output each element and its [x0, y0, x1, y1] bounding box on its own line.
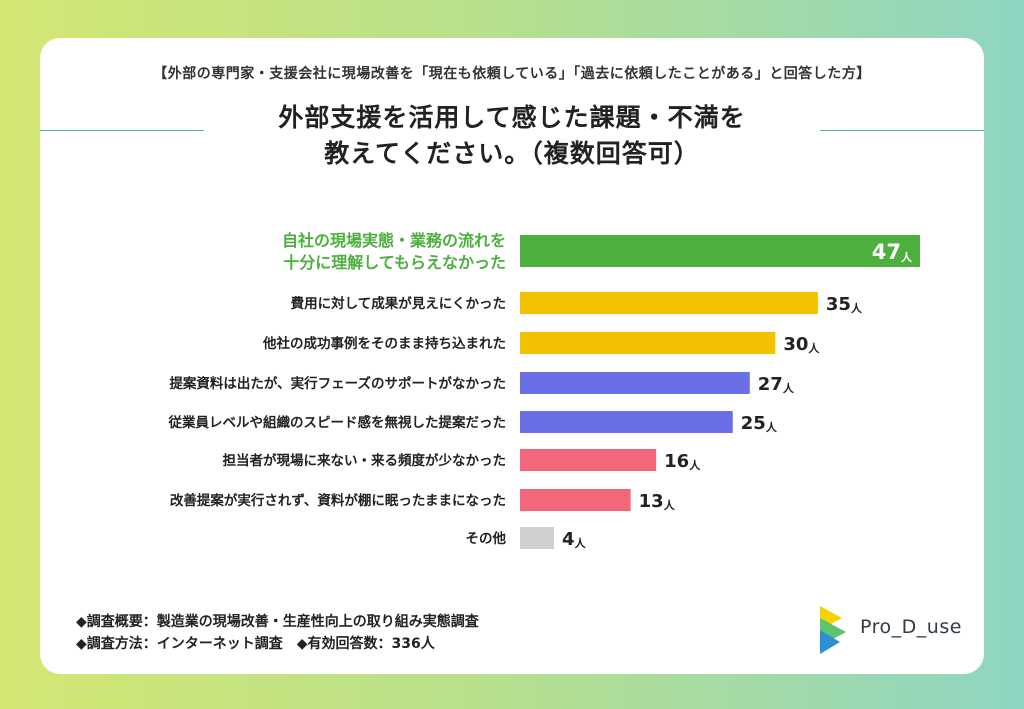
- bar-1: [520, 292, 818, 314]
- footer-line-1: ◆調査概要：製造業の現場改善・生産性向上の取り組み実態調査: [76, 614, 479, 630]
- prod-use-logo: Pro_D_use: [816, 604, 966, 656]
- survey-subtitle: 【外部の専門家・支援会社に現場改善を「現在も依頼している」「過去に依頼したことが…: [153, 66, 871, 82]
- bar-7: [520, 527, 555, 549]
- logo-text: Pro_D_use: [860, 616, 962, 638]
- category-label-7: その他: [466, 530, 507, 547]
- bar-5: [520, 449, 657, 471]
- survey-footer: ◆調査概要：製造業の現場改善・生産性向上の取り組み実態調査 ◆調査方法：インター…: [76, 611, 479, 655]
- category-label-3: 提案資料は出たが、実行フェーズのサポートがなかった: [169, 375, 506, 392]
- title-line-2: 教えてください。（複数回答可）: [324, 139, 700, 168]
- bar-6: [520, 489, 631, 511]
- survey-card: 【外部の専門家・支援会社に現場改善を「現在も依頼している」「過去に依頼したことが…: [40, 38, 984, 674]
- title-rule-left: [40, 130, 204, 131]
- bar-2: [520, 332, 776, 354]
- category-label-6: 改善提案が実行されず、資料が棚に眠ったままになった: [170, 492, 506, 509]
- value-label-7: 4人: [562, 529, 587, 550]
- logo-mark-icon: [820, 606, 846, 654]
- bar-0: [520, 235, 920, 267]
- value-label-3: 27人: [758, 374, 795, 395]
- category-label-1: 費用に対して成果が見えにくかった: [291, 295, 506, 312]
- value-label-4: 25人: [741, 413, 778, 434]
- bar-chart: 自社の現場実態・業務の流れを十分に理解してもらえなかった 47人費用に対して成果が…: [168, 231, 920, 550]
- category-label-0: 自社の現場実態・業務の流れを十分に理解してもらえなかった: [282, 231, 506, 272]
- bar-4: [520, 411, 733, 433]
- category-label-4: 従業員レベルや組織のスピード感を無視した提案だった: [168, 414, 507, 431]
- page-title: 外部支援を活用して感じた課題・不満を 教えてください。（複数回答可）: [40, 100, 984, 172]
- category-label-5: 担当者が現場に来ない・来る頻度が少なかった: [223, 452, 507, 469]
- footer-line-2: ◆調査方法：インターネット調査 ◆有効回答数：336人: [76, 636, 435, 652]
- category-label-2: 他社の成功事例をそのまま持ち込まれた: [262, 335, 506, 352]
- value-label-1: 35人: [826, 294, 863, 315]
- value-label-5: 16人: [664, 451, 701, 472]
- bar-3: [520, 372, 750, 394]
- value-label-2: 30人: [783, 334, 820, 355]
- value-label-6: 13人: [639, 491, 676, 512]
- title-line-1: 外部支援を活用して感じた課題・不満を: [278, 103, 746, 132]
- title-rule-right: [820, 130, 984, 131]
- value-label-0: 47人: [872, 240, 913, 264]
